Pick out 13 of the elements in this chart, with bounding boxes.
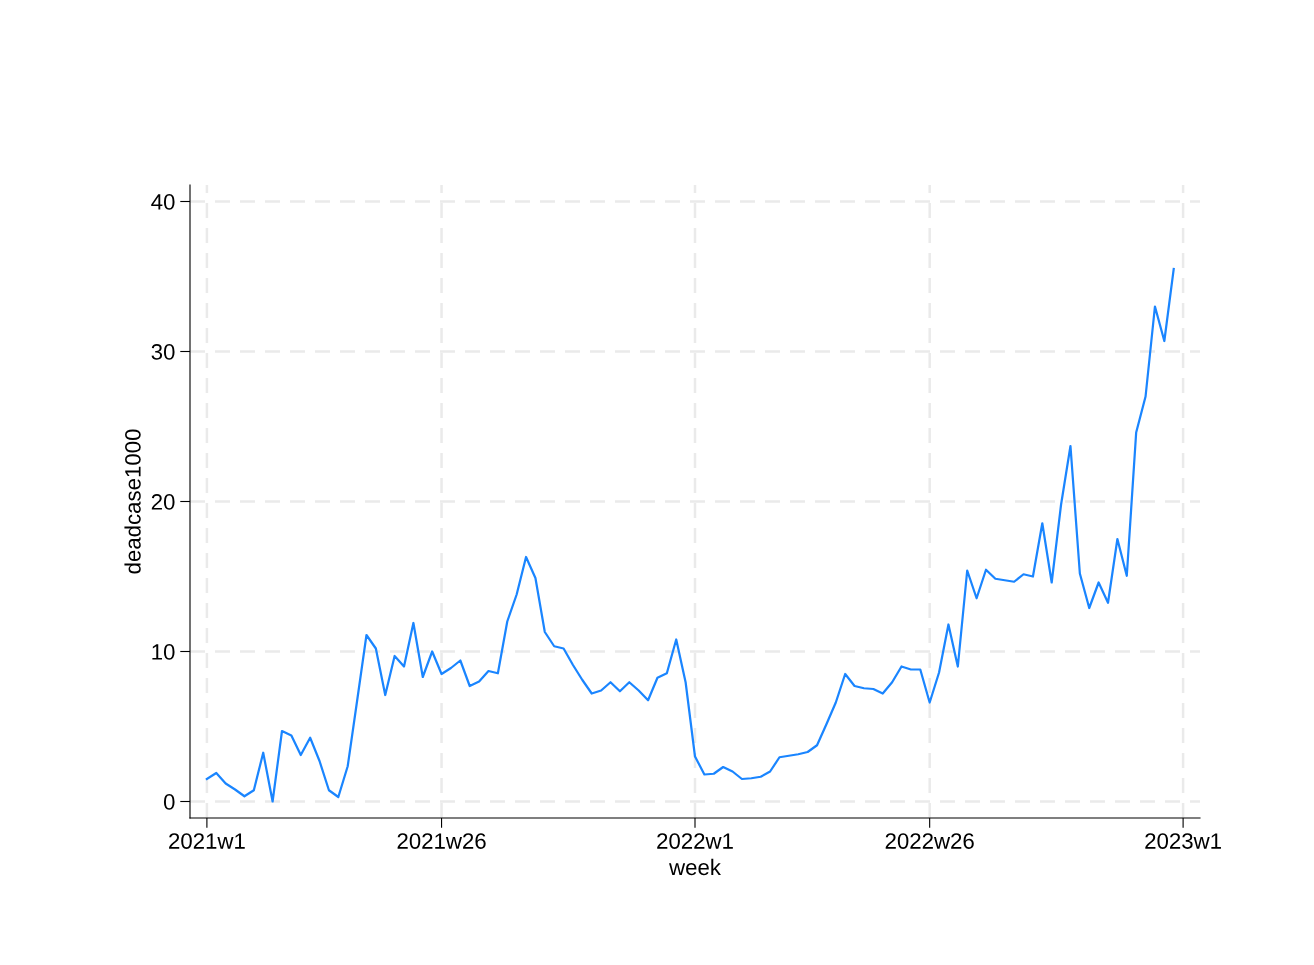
x-tick-label: 2022w1 — [657, 833, 733, 849]
y-axis-title: deadcase1000 — [124, 429, 141, 574]
x-axis-title: week — [669, 858, 721, 876]
y-tick-label: 30 — [151, 344, 175, 360]
y-tick-label: 0 — [163, 794, 175, 810]
x-tick-label: 2022w26 — [885, 833, 974, 849]
line-series — [205, 267, 1175, 803]
y-tick-label: 40 — [151, 194, 175, 210]
x-tick-label: 2021w26 — [397, 833, 486, 849]
y-tick-label: 10 — [152, 644, 175, 660]
x-tick-label: 2021w1 — [169, 833, 245, 849]
y-tick-label: 20 — [151, 494, 175, 510]
x-tick-label: 2023w1 — [1145, 833, 1221, 849]
